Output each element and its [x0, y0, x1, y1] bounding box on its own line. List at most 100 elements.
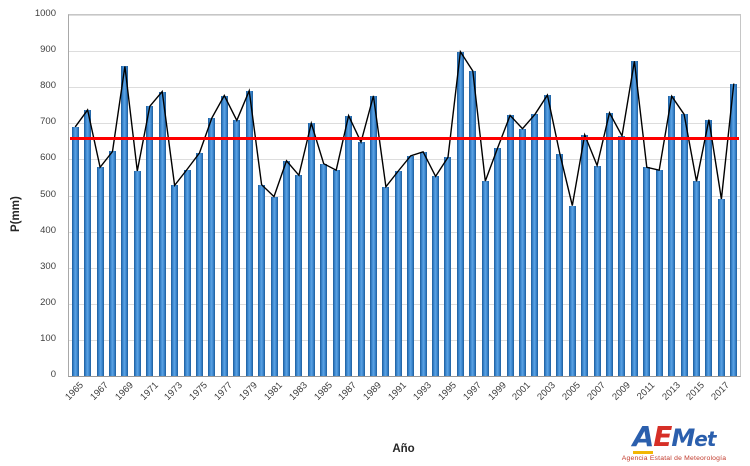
bar-1979 [245, 90, 253, 376]
x-tick-label: 1983 [286, 380, 310, 403]
bar-2012 [655, 170, 663, 376]
y-tick-label: 200 [40, 296, 56, 308]
bar-1968 [108, 151, 116, 376]
x-tick-label: 2007 [585, 380, 608, 403]
x-tick-label: 1979 [237, 380, 260, 403]
bar-2007 [593, 165, 601, 376]
x-tick-label: 2017 [709, 380, 733, 403]
bar-1981 [270, 196, 278, 376]
x-tick-label: 2015 [684, 380, 708, 403]
bar-2003 [543, 95, 551, 376]
bar-1974 [183, 169, 191, 376]
x-axis-title: Año [392, 443, 415, 455]
mean-line [70, 137, 739, 141]
x-tick-label: 2001 [510, 380, 534, 403]
gridline [69, 303, 740, 305]
bar-1975 [195, 152, 203, 376]
x-tick-label: 1993 [411, 380, 434, 403]
bars-layer [69, 15, 740, 376]
x-tick-label: 1971 [137, 380, 161, 403]
y-tick-label: 0 [50, 369, 56, 380]
bar-2000 [506, 115, 514, 376]
x-tick-label: 2013 [659, 380, 683, 403]
x-axis-ticks: 1965 1967 1969 1971 1973 1975 1977 1979 1981 1983… [63, 377, 739, 425]
gridline [69, 231, 740, 233]
x-tick-label: 2003 [535, 380, 559, 403]
y-axis-ticks: 0 100 200 300 400 500 600 700 800 900 1000 [0, 8, 62, 380]
bar-1967 [96, 167, 104, 376]
bar-2017 [717, 199, 725, 376]
bar-2008 [606, 112, 614, 376]
bar-1971 [146, 106, 154, 376]
y-tick-label: 600 [40, 152, 56, 164]
bar-2013 [668, 96, 676, 376]
x-tick-label: 1985 [311, 380, 335, 403]
bar-1992 [407, 155, 415, 376]
y-tick-label: 100 [40, 332, 56, 344]
aemet-logo: AEMet Agencia Estatal de Meteorología [604, 423, 744, 463]
bar-1982 [282, 160, 290, 376]
bar-1990 [382, 186, 390, 376]
bar-1966 [84, 109, 92, 376]
bar-2014 [680, 114, 688, 376]
bar-1985 [320, 163, 328, 376]
bar-1977 [220, 95, 228, 376]
y-tick-label: 800 [40, 80, 56, 92]
bar-2002 [531, 114, 539, 376]
gridline [69, 339, 740, 341]
aemet-logo-brand: AEMet [604, 420, 744, 455]
y-tick-label: 1000 [34, 8, 56, 19]
logo-letter: M [671, 424, 695, 453]
bar-1999 [494, 147, 502, 376]
bar-2016 [705, 119, 713, 376]
bar-1972 [158, 91, 166, 376]
trend-line [74, 49, 735, 206]
bar-1980 [258, 184, 266, 376]
bar-1965 [71, 126, 79, 376]
x-tick-label: 1965 [63, 380, 86, 403]
bar-1978 [233, 120, 241, 376]
x-tick-label: 1975 [187, 380, 211, 403]
bar-1998 [481, 181, 489, 376]
x-tick-label: 1997 [460, 380, 484, 403]
bar-1984 [307, 123, 315, 376]
bar-2018 [730, 83, 738, 376]
bar-1973 [171, 185, 179, 376]
x-tick-label: 1967 [88, 380, 111, 403]
bar-2011 [643, 167, 651, 376]
bar-2015 [693, 181, 700, 376]
bar-1996 [456, 51, 464, 376]
bar-1988 [357, 142, 365, 376]
logo-letter: t [706, 427, 717, 452]
bar-1970 [133, 170, 141, 376]
bar-2001 [519, 128, 527, 376]
logo-letter: E [653, 420, 672, 454]
bar-1969 [121, 66, 129, 376]
x-tick-label: 1977 [212, 380, 236, 403]
bar-2004 [556, 153, 564, 376]
bar-1993 [419, 151, 427, 376]
x-tick-label: 2009 [610, 380, 633, 403]
logo-letter: e [694, 427, 708, 452]
aemet-logo-tagline: Agencia Estatal de Meteorología [621, 455, 727, 463]
y-tick-label: 300 [40, 260, 56, 272]
bar-2005 [568, 205, 576, 376]
x-tick-label: 1989 [361, 380, 385, 403]
gridline [69, 15, 740, 16]
bar-1997 [469, 70, 477, 376]
y-tick-label: 500 [40, 188, 56, 200]
y-tick-label: 700 [40, 116, 56, 128]
x-tick-label: 1999 [485, 380, 509, 403]
bar-1983 [295, 175, 303, 376]
y-tick-label: 900 [40, 44, 56, 56]
gridline [69, 87, 740, 89]
gridline [69, 195, 740, 197]
gridline [69, 123, 740, 125]
plot-area [68, 14, 741, 377]
bar-2009 [618, 135, 626, 376]
x-tick-label: 2005 [560, 380, 584, 403]
bar-2006 [581, 134, 589, 376]
bar-1986 [332, 170, 340, 376]
bar-1976 [208, 117, 216, 376]
